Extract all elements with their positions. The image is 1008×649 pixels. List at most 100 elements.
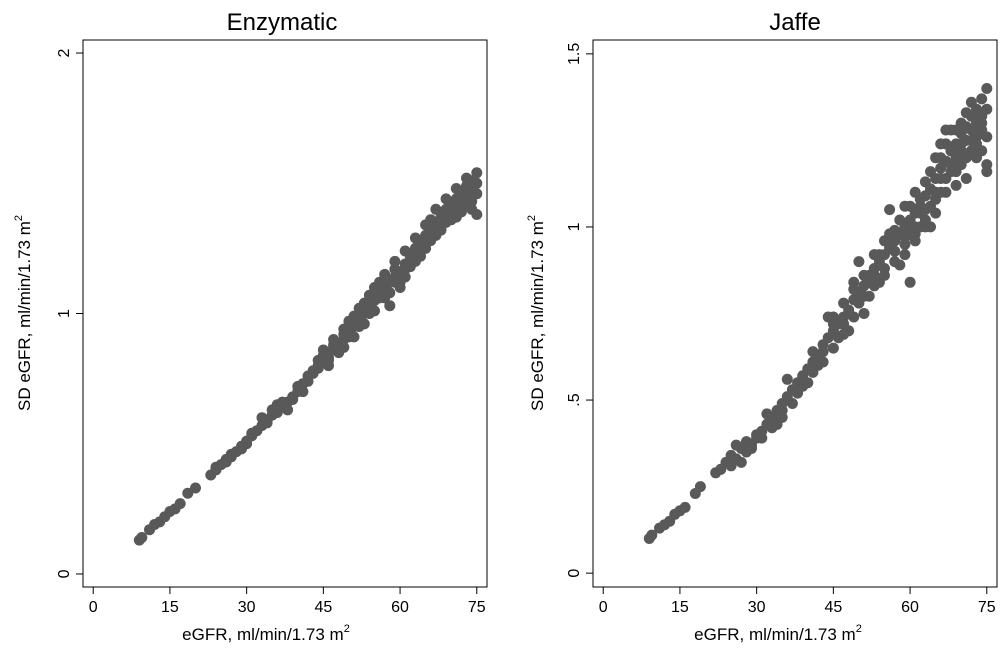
data-point	[858, 290, 870, 302]
data-point	[950, 179, 962, 191]
data-point	[889, 245, 901, 257]
data-point	[236, 443, 247, 455]
data-point	[930, 152, 942, 164]
data-point	[276, 396, 288, 408]
data-point	[940, 124, 952, 136]
data-point	[807, 346, 819, 358]
data-point	[420, 235, 432, 247]
data-point	[210, 461, 222, 473]
data-point	[471, 167, 483, 179]
x-tick-label: 15	[671, 599, 689, 616]
data-point	[389, 263, 401, 275]
data-point	[827, 311, 839, 323]
data-point	[889, 256, 901, 268]
x-tick-label: 45	[824, 599, 842, 616]
data-point	[328, 339, 340, 351]
data-point	[971, 138, 982, 150]
x-tick-label: 0	[599, 599, 608, 616]
data-point	[735, 456, 747, 468]
data-point	[894, 214, 906, 226]
data-point	[461, 198, 472, 210]
plot-frame	[592, 39, 998, 588]
data-point	[369, 287, 380, 299]
data-point	[919, 176, 931, 188]
data-point	[384, 300, 396, 312]
data-point	[781, 373, 793, 385]
y-tick-label: 0	[56, 569, 73, 578]
data-point	[950, 166, 962, 178]
data-point	[333, 347, 345, 359]
chart-panel-enzymatic: Enzymatic 0 15 30 45 60 75 0 1 2 eGFR, ml/min/1.…	[13, 9, 488, 644]
data-point	[287, 394, 299, 405]
data-point	[261, 417, 273, 429]
y-axis-label: SD eGFR, ml/min/1.73 m2	[526, 215, 547, 411]
data-point	[884, 204, 896, 216]
data-point	[909, 221, 921, 233]
data-point	[312, 360, 324, 372]
data-point	[884, 228, 896, 240]
data-point	[960, 107, 972, 119]
data-point	[925, 166, 936, 178]
data-point	[919, 204, 931, 216]
data-point	[853, 256, 865, 268]
x-axis-label: eGFR, ml/min/1.73 m2	[694, 623, 862, 644]
y-tick-label: 0	[566, 569, 583, 578]
data-point	[899, 249, 911, 261]
y-tick-label: 1	[566, 222, 583, 231]
data-point	[338, 328, 350, 340]
data-point	[838, 328, 850, 340]
data-point	[950, 124, 962, 136]
data-point	[440, 209, 452, 220]
data-point	[981, 103, 993, 115]
data-point	[730, 439, 742, 451]
data-point	[190, 482, 201, 494]
data-point	[246, 427, 258, 439]
data-point	[292, 380, 304, 392]
x-tick-label: 75	[468, 599, 486, 616]
data-point	[646, 529, 658, 541]
x-axis-label: eGFR, ml/min/1.73 m2	[182, 623, 350, 644]
data-point	[389, 276, 401, 288]
y-axis-label: SD eGFR, ml/min/1.73 m2	[13, 215, 34, 411]
data-point	[817, 356, 829, 368]
data-point	[945, 145, 957, 157]
data-point	[863, 276, 875, 288]
x-tick-label: 30	[238, 599, 256, 616]
data-point	[965, 96, 977, 108]
data-point	[960, 152, 972, 164]
data-point	[807, 366, 819, 378]
data-point	[904, 200, 916, 212]
data-point	[450, 183, 462, 194]
data-point	[440, 193, 452, 205]
data-point	[955, 138, 967, 150]
data-point	[981, 83, 993, 94]
data-point	[420, 219, 432, 231]
data-point	[899, 231, 911, 243]
y-tick-label: .5	[566, 393, 583, 406]
data-point	[746, 443, 757, 454]
data-point	[379, 274, 391, 286]
y-tick-label: 2	[56, 48, 73, 57]
data-point	[776, 404, 788, 416]
data-point	[317, 344, 329, 356]
y-tick-label: 1	[56, 309, 73, 318]
axis-ticks: 0 15 30 45 60 75 0 1 2	[56, 48, 486, 616]
data-point	[904, 276, 916, 288]
data-point	[399, 263, 411, 275]
data-point	[399, 245, 411, 257]
data-point	[848, 311, 860, 323]
data-points	[643, 83, 993, 544]
chart-panel-jaffe: Jaffe 0 15 30 45 60 75 0 .5 1 1.5 eGFR, ml/min/1.…	[526, 9, 998, 644]
data-point	[694, 481, 706, 493]
x-tick-label: 45	[314, 599, 332, 616]
data-point	[960, 173, 972, 184]
data-point	[430, 203, 442, 215]
data-point	[430, 222, 442, 233]
data-point	[838, 297, 850, 309]
data-point	[174, 498, 186, 510]
data-point	[879, 263, 890, 274]
data-point	[409, 250, 421, 262]
data-point	[761, 408, 773, 420]
y-tick-label: 1.5	[566, 43, 583, 65]
